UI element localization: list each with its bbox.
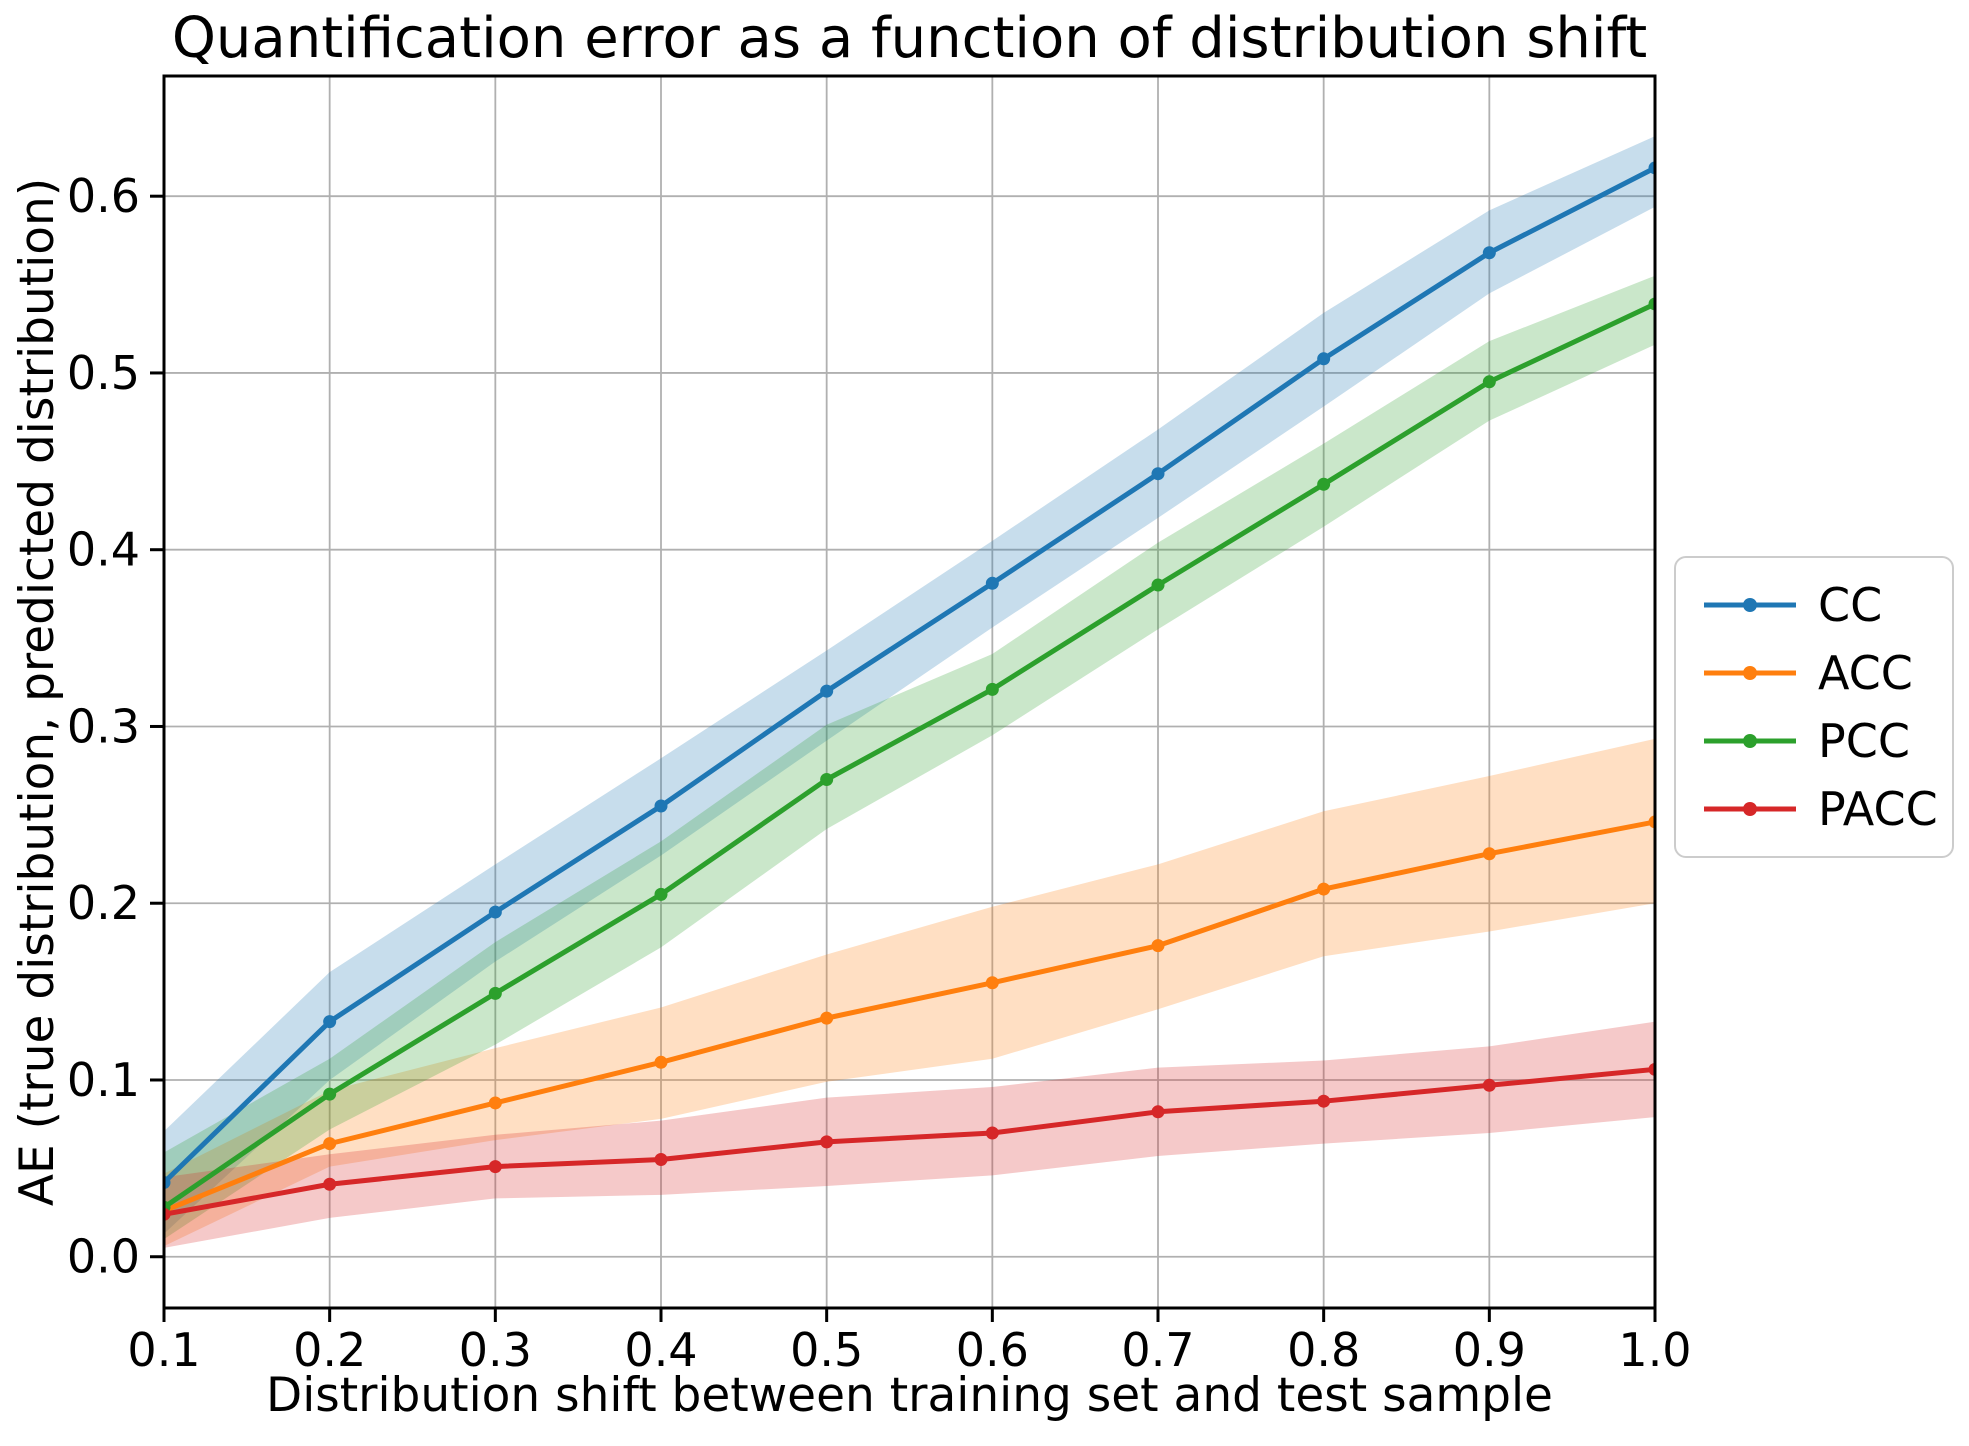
legend: CC ACC PCC PACC bbox=[1674, 556, 1954, 858]
legend-item-CC: CC bbox=[1702, 582, 1942, 628]
svg-text:0.4: 0.4 bbox=[624, 1323, 697, 1377]
svg-text:0.3: 0.3 bbox=[459, 1323, 532, 1377]
svg-text:0.2: 0.2 bbox=[293, 1323, 366, 1377]
svg-text:0.4: 0.4 bbox=[67, 523, 140, 577]
svg-text:0.8: 0.8 bbox=[1287, 1323, 1360, 1377]
legend-swatch-CC bbox=[1704, 598, 1796, 612]
svg-text:0.6: 0.6 bbox=[956, 1323, 1029, 1377]
svg-text:0.3: 0.3 bbox=[67, 699, 140, 753]
legend-label-PACC: PACC bbox=[1818, 782, 1938, 836]
series-band-PACC bbox=[164, 1021, 1655, 1248]
series-line-PCC bbox=[164, 301, 1655, 1210]
series-markers-PACC bbox=[164, 1062, 1655, 1221]
svg-text:0.6: 0.6 bbox=[67, 169, 140, 223]
y-axis-label: AE (true distribution, predicted distrib… bbox=[10, 177, 65, 1207]
legend-item-PCC: PCC bbox=[1702, 718, 1942, 764]
axes-spines bbox=[162, 74, 1657, 1310]
legend-swatch-PCC bbox=[1704, 734, 1796, 748]
series-line-PACC bbox=[164, 1066, 1655, 1217]
svg-text:0.5: 0.5 bbox=[790, 1323, 863, 1377]
series-band-CC bbox=[164, 136, 1655, 1234]
legend-swatch-PACC bbox=[1704, 802, 1796, 816]
series-markers-PCC bbox=[164, 297, 1655, 1214]
y-tick-labels: 0.0 0.1 0.2 0.3 0.4 0.5 0.6 bbox=[67, 169, 140, 1284]
chart-title: Quantification error as a function of di… bbox=[171, 6, 1648, 71]
legend-swatch-ACC bbox=[1704, 666, 1796, 680]
svg-text:0.9: 0.9 bbox=[1453, 1323, 1526, 1377]
series-line-ACC bbox=[164, 819, 1655, 1214]
svg-text:0.7: 0.7 bbox=[1121, 1323, 1194, 1377]
series-line-CC bbox=[164, 165, 1655, 1185]
svg-text:0.1: 0.1 bbox=[67, 1053, 140, 1107]
svg-text:0.0: 0.0 bbox=[67, 1230, 140, 1284]
svg-text:1.0: 1.0 bbox=[1618, 1323, 1691, 1377]
legend-label-PCC: PCC bbox=[1818, 714, 1910, 768]
svg-text:0.1: 0.1 bbox=[127, 1323, 200, 1377]
tick-marks bbox=[150, 194, 1657, 1322]
legend-item-PACC: PACC bbox=[1702, 786, 1942, 832]
x-axis-label: Distribution shift between training set … bbox=[266, 1368, 1553, 1423]
x-tick-labels: 0.1 0.2 0.3 0.4 0.5 0.6 0.7 0.8 0.9 1.0 bbox=[127, 1323, 1691, 1377]
series-markers-ACC bbox=[164, 815, 1655, 1218]
svg-text:0.2: 0.2 bbox=[67, 876, 140, 930]
series-band-PCC bbox=[164, 275, 1655, 1240]
series-band-ACC bbox=[164, 738, 1655, 1247]
svg-text:0.5: 0.5 bbox=[67, 346, 140, 400]
legend-item-ACC: ACC bbox=[1702, 650, 1942, 696]
series-markers-CC bbox=[164, 161, 1655, 1190]
legend-label-CC: CC bbox=[1818, 578, 1883, 632]
legend-label-ACC: ACC bbox=[1818, 646, 1913, 700]
